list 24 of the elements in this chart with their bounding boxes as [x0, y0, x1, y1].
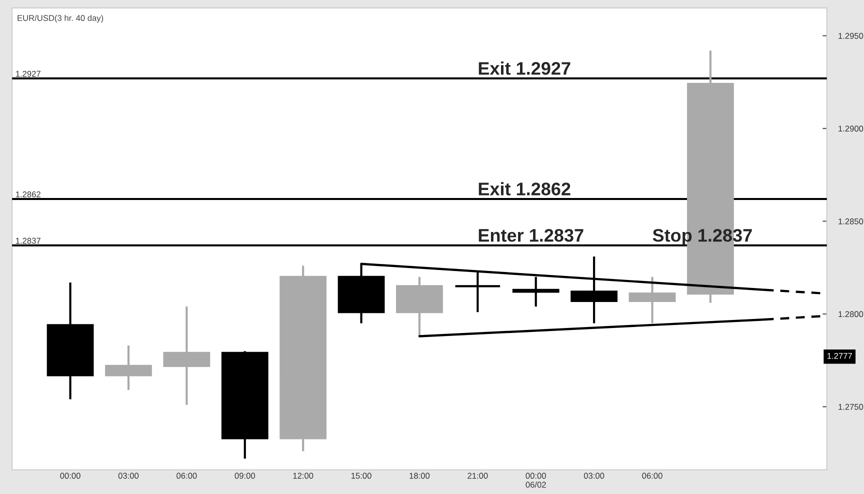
- x-tick-label: 12:00: [293, 472, 314, 479]
- y-tick-label: 1.2850: [838, 218, 864, 224]
- x-tick-label: 15:00: [351, 472, 372, 479]
- x-tick-label: 09:00: [234, 472, 255, 479]
- y-tick-label: 1.2750: [838, 404, 864, 410]
- x-tick-label: 21:00: [468, 472, 488, 479]
- y-tick-label: 1.2900: [838, 126, 864, 132]
- x-tick-label: 03:00: [584, 472, 604, 479]
- ref-line-label: 1.2927: [16, 70, 40, 77]
- annotation: Exit 1.2862: [478, 182, 570, 196]
- x-tick-label: 06:00: [176, 472, 197, 479]
- x-tick-label: 06:00: [642, 472, 662, 479]
- annotation: 1.2777: [827, 352, 852, 359]
- annotation: Exit 1.2927: [478, 62, 570, 75]
- text: EUR/USD(3 hr. 40 day): [18, 14, 104, 23]
- x-tick-label: 00:00 06/02: [526, 472, 546, 488]
- ref-line-label: 1.2837: [16, 238, 40, 244]
- x-tick-label: 03:00: [118, 472, 139, 479]
- x-tick-label: 00:00: [60, 472, 80, 479]
- ref-line-label: 1.2862: [16, 191, 40, 198]
- x-tick-label: 18:00: [410, 472, 430, 479]
- y-tick-label: 1.2950: [838, 32, 864, 39]
- y-tick-label: 1.2800: [838, 311, 864, 318]
- annotation: Enter 1.2837: [478, 228, 584, 242]
